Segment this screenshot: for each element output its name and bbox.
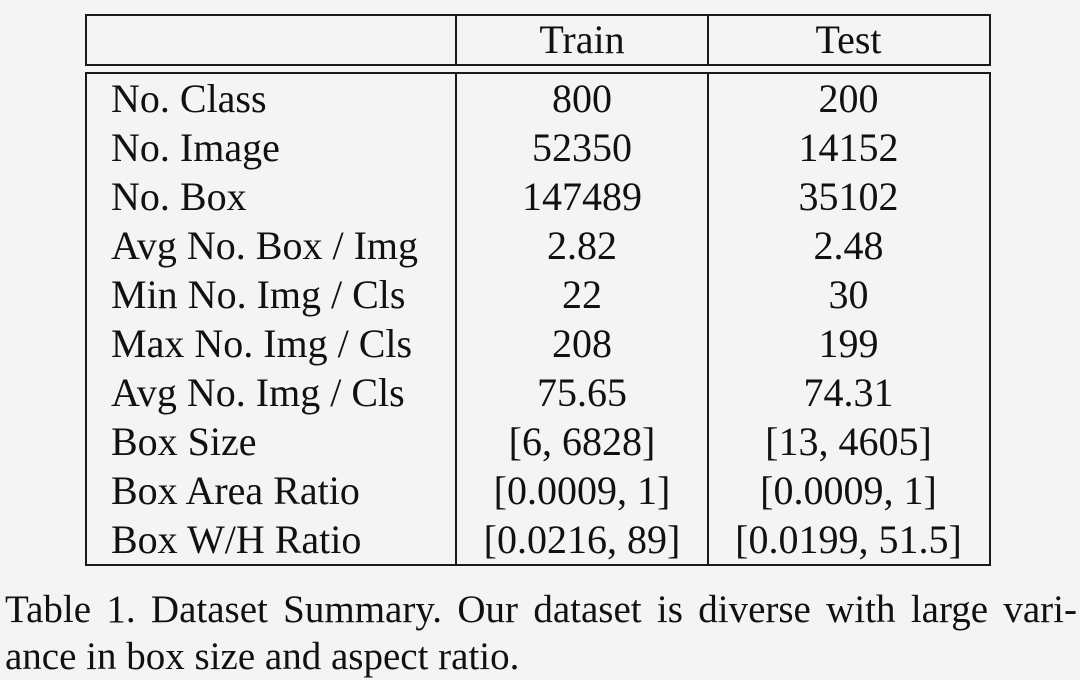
test-value: 35102 [707, 172, 988, 221]
table-row-box-area-ratio: Box Area Ratio [0.0009, 1] [0.0009, 1] [87, 466, 989, 515]
test-value: 200 [707, 74, 988, 123]
test-value: 2.48 [707, 221, 988, 270]
row-label: Box Size [111, 419, 257, 464]
row-label: No. Box [111, 174, 247, 219]
train-value: 208 [455, 319, 707, 368]
caption-line-1: Table 1. Dataset Summary. Our dataset is… [5, 588, 1077, 631]
train-value: 22 [455, 270, 707, 319]
table-header-row: Train Test [85, 14, 991, 66]
header-train-cell: Train [455, 16, 707, 64]
table-caption: Table 1. Dataset Summary. Our dataset is… [5, 586, 1077, 680]
row-label: No. Class [111, 76, 267, 121]
train-value: 75.65 [455, 368, 707, 417]
row-label: No. Image [111, 125, 280, 170]
table-row-min-img-per-cls: Min No. Img / Cls 22 30 [87, 270, 989, 319]
row-label: Max No. Img / Cls [111, 321, 413, 366]
table-row-avg-box-per-img: Avg No. Box / Img 2.82 2.48 [87, 221, 989, 270]
train-value: 2.82 [455, 221, 707, 270]
test-value: 14152 [707, 123, 988, 172]
test-value: [0.0199, 51.5] [707, 515, 988, 564]
table-row-no-box: No. Box 147489 35102 [87, 172, 989, 221]
train-value: [0.0009, 1] [455, 466, 707, 515]
train-value: 52350 [455, 123, 707, 172]
row-label: Box W/H Ratio [111, 517, 362, 562]
header-empty-cell [87, 16, 455, 64]
train-value: 800 [455, 74, 707, 123]
train-value: [6, 6828] [455, 417, 707, 466]
table-row-no-class: No. Class 800 200 [87, 74, 989, 123]
header-test-cell: Test [707, 16, 988, 64]
caption-line-2: ance in box size and aspect ratio. [5, 635, 520, 678]
dataset-summary-table: Train Test No. Class 800 200 No. Image 5… [85, 14, 991, 566]
train-value: [0.0216, 89] [455, 515, 707, 564]
test-value: [0.0009, 1] [707, 466, 988, 515]
table-row-max-img-per-cls: Max No. Img / Cls 208 199 [87, 319, 989, 368]
row-label: Avg No. Img / Cls [111, 370, 405, 415]
table-row-box-size: Box Size [6, 6828] [13, 4605] [87, 417, 989, 466]
test-value: [13, 4605] [707, 417, 988, 466]
row-label: Min No. Img / Cls [111, 272, 406, 317]
test-value: 199 [707, 319, 988, 368]
row-label: Box Area Ratio [111, 468, 360, 513]
table-row-box-wh-ratio: Box W/H Ratio [0.0216, 89] [0.0199, 51.5… [87, 515, 989, 564]
table-row-no-image: No. Image 52350 14152 [87, 123, 989, 172]
table-body: No. Class 800 200 No. Image 52350 14152 … [85, 72, 991, 566]
row-label: Avg No. Box / Img [111, 223, 419, 268]
train-value: 147489 [455, 172, 707, 221]
test-value: 30 [707, 270, 988, 319]
test-value: 74.31 [707, 368, 988, 417]
table-row-avg-img-per-cls: Avg No. Img / Cls 75.65 74.31 [87, 368, 989, 417]
